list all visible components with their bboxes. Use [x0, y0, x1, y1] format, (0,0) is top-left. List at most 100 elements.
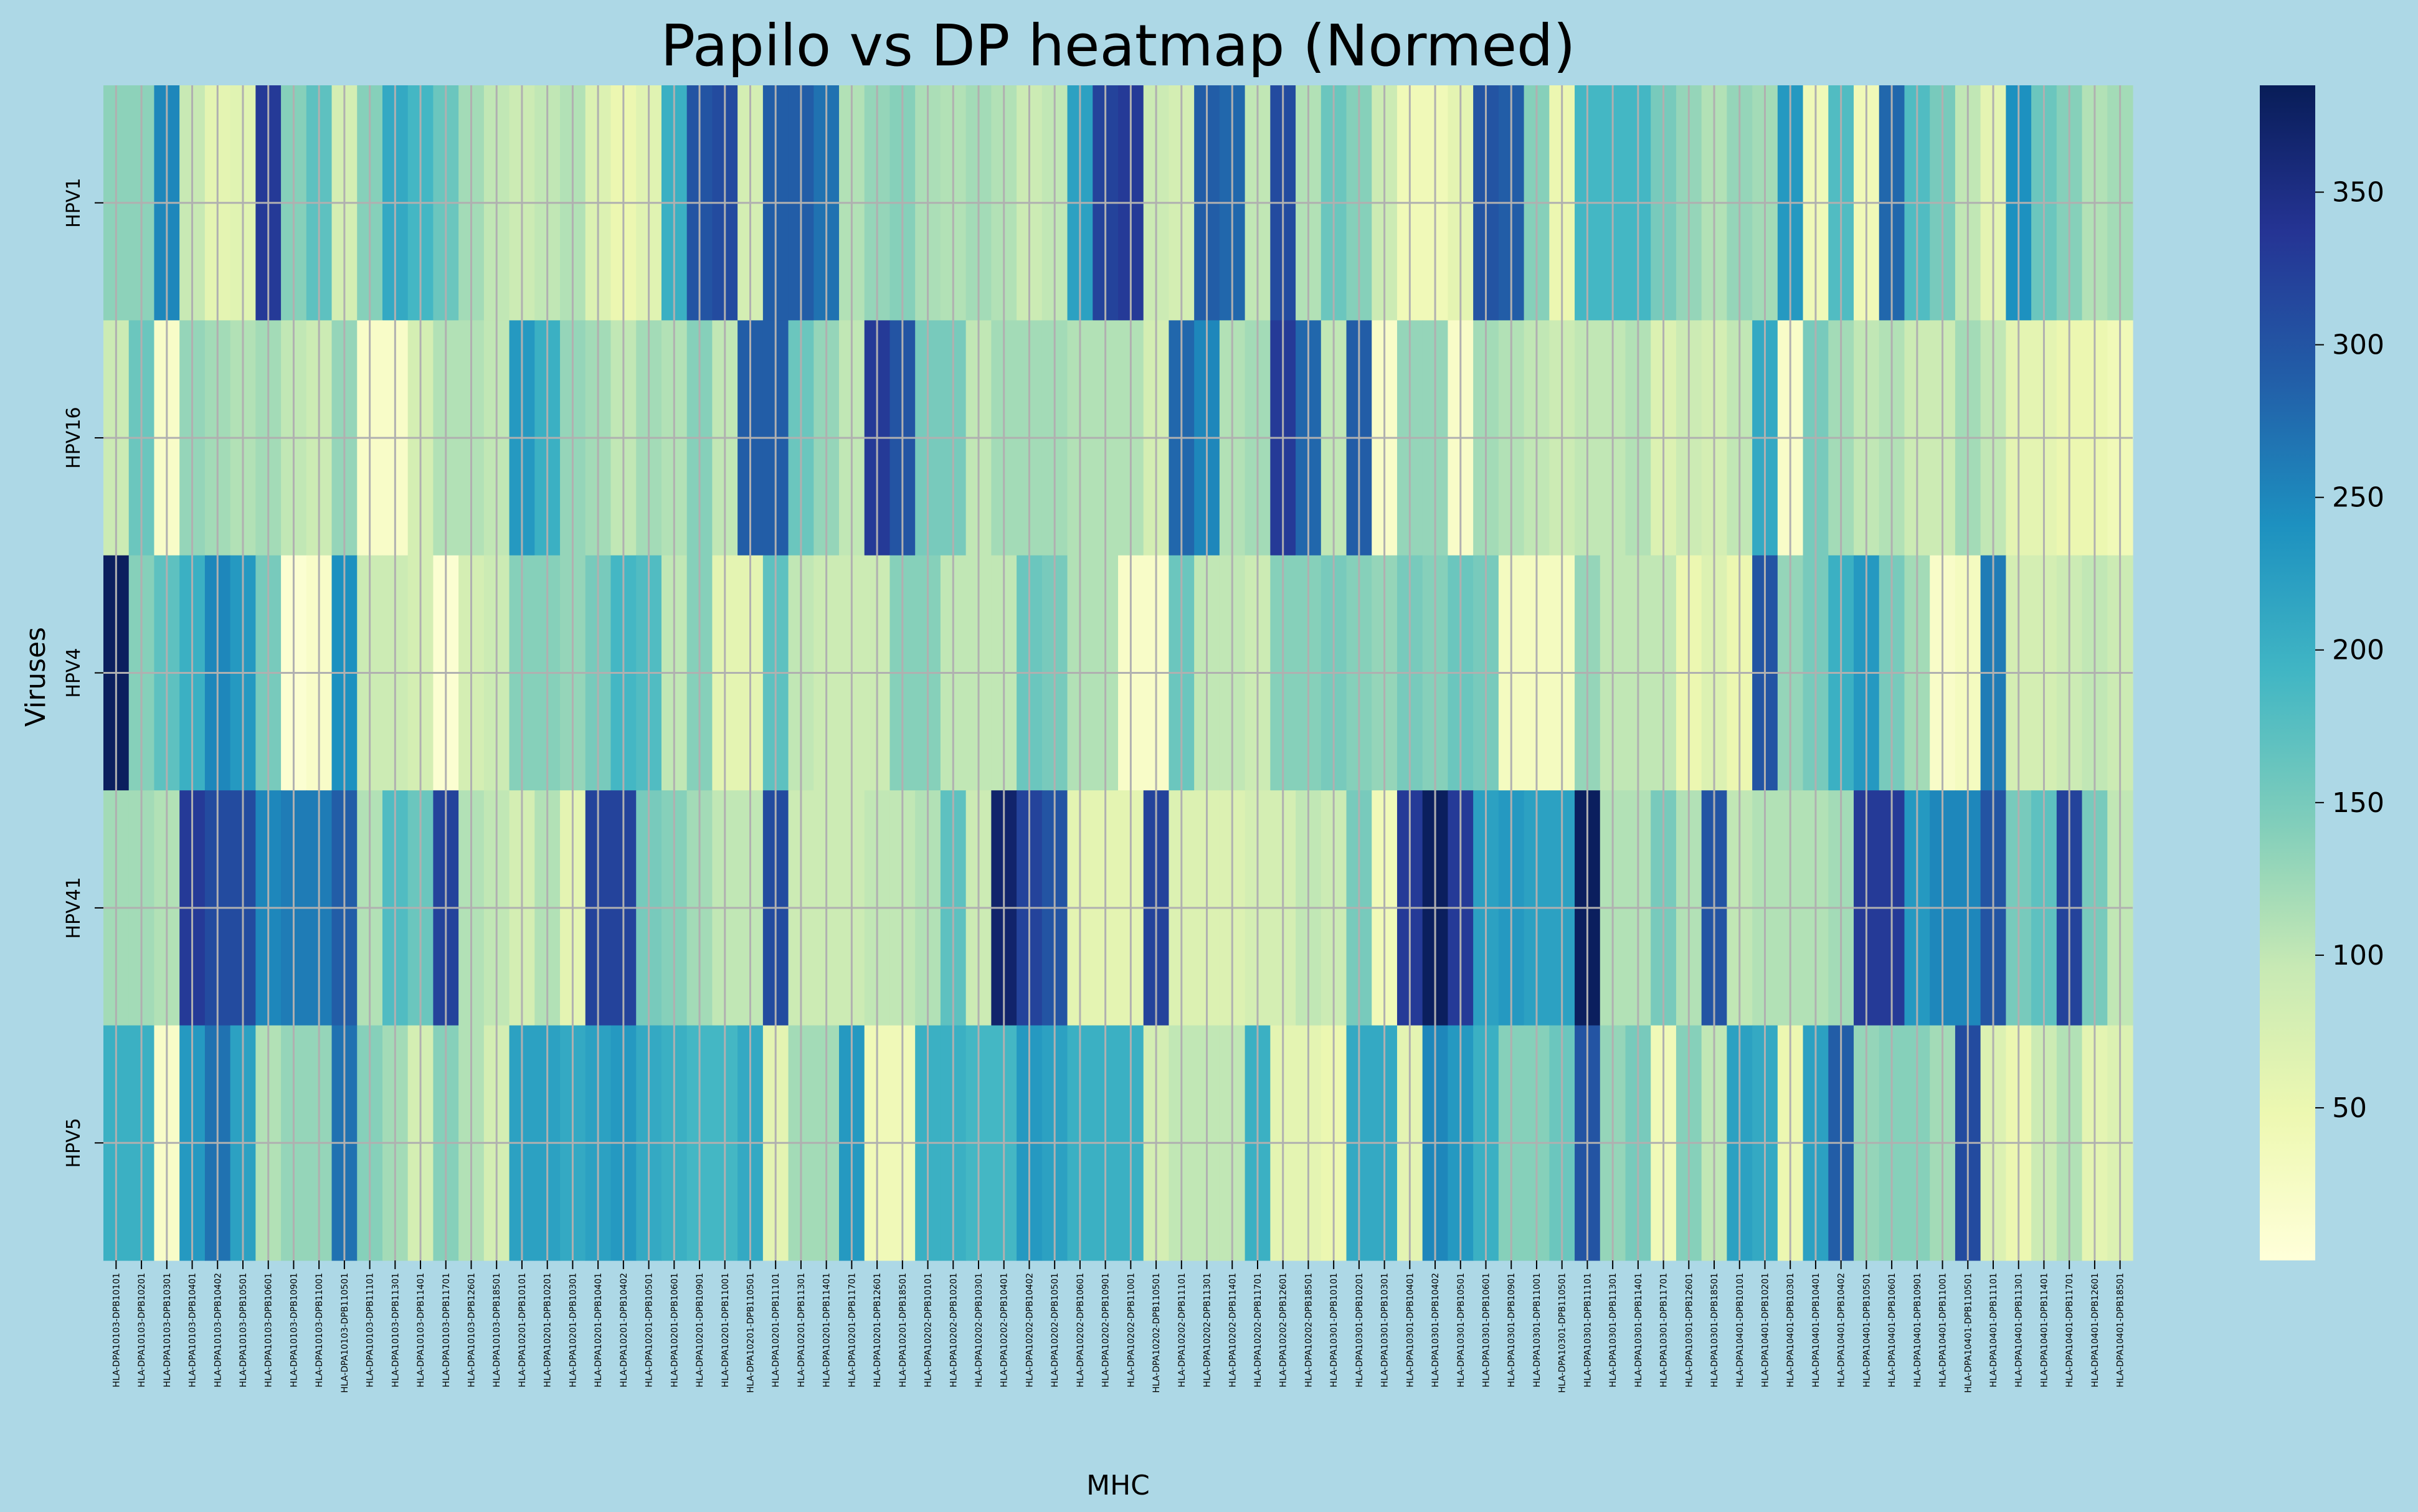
x-tick-label: HLA-DPA10301-DPB10401: [1405, 1273, 1415, 1387]
x-tick-label: HLA-DPA10201-DPB11701: [847, 1273, 857, 1387]
x-tick-label: HLA-DPA10202-DPB11701: [1253, 1273, 1263, 1387]
x-tick-label: HLA-DPA10202-DPB11401: [1228, 1273, 1238, 1387]
x-tick-label: HLA-DPA10201-DPB110501: [746, 1273, 756, 1393]
x-tick-label: HLA-DPA10401-DPB11301: [2014, 1273, 2024, 1387]
x-tick-label: HLA-DPA10401-DPB11001: [1938, 1273, 1948, 1387]
colorbar-tick-label: 200: [2332, 635, 2384, 666]
x-tick-label: HLA-DPA10103-DPB10402: [213, 1273, 223, 1387]
x-tick-label: HLA-DPA10401-DPB110501: [1963, 1273, 1973, 1393]
x-tick-label: HLA-DPA10401-DPB10301: [1786, 1273, 1796, 1387]
x-tick-label: HLA-DPA10202-DPB11001: [1126, 1273, 1136, 1387]
colorbar-tick-label: 150: [2332, 787, 2384, 819]
colorbar: [2260, 85, 2315, 1260]
x-tick-label: HLA-DPA10401-DPB10901: [1913, 1273, 1923, 1387]
x-tick-label: HLA-DPA10401-DPB10101: [1735, 1273, 1745, 1387]
x-tick-label: HLA-DPA10301-DPB10301: [1380, 1273, 1390, 1387]
y-tick-label: HPV1: [63, 178, 85, 228]
x-tick-label: HLA-DPA10401-DPB10201: [1760, 1273, 1770, 1387]
colorbar-tick-label: 50: [2332, 1092, 2367, 1124]
x-tick-label: HLA-DPA10201-DPB10402: [619, 1273, 629, 1387]
y-tick-label: HPV41: [63, 877, 85, 938]
x-tick-label: HLA-DPA10201-DPB11001: [721, 1273, 731, 1387]
x-tick-label: HLA-DPA10202-DPB10901: [1101, 1273, 1111, 1387]
x-tick-label: HLA-DPA10103-DPB18501: [492, 1273, 502, 1387]
x-tick-label: HLA-DPA10201-DPB11101: [771, 1273, 781, 1387]
x-tick-label: HLA-DPA10301-DPB11401: [1634, 1273, 1644, 1387]
x-tick-label: HLA-DPA10201-DPB11401: [822, 1273, 832, 1387]
x-tick-label: HLA-DPA10301-DPB10201: [1355, 1273, 1365, 1387]
x-tick-label: HLA-DPA10103-DPB12601: [467, 1273, 477, 1387]
colorbar-tick-label: 300: [2332, 329, 2384, 361]
x-tick-label: HLA-DPA10301-DPB10402: [1431, 1273, 1441, 1387]
y-tick-label: HPV16: [63, 407, 85, 468]
x-tick-label: HLA-DPA10103-DPB10301: [163, 1273, 173, 1387]
x-tick-label: HLA-DPA10301-DPB11101: [1583, 1273, 1593, 1387]
x-tick-label: HLA-DPA10103-DPB11701: [442, 1273, 452, 1387]
x-tick-label: HLA-DPA10201-DPB10601: [670, 1273, 680, 1387]
x-tick-label: HLA-DPA10202-DPB110501: [1152, 1273, 1162, 1393]
x-tick-label: HLA-DPA10201-DPB12601: [873, 1273, 883, 1387]
colorbar-ticks: 50 100 150 200 250 300 350: [2315, 177, 2384, 1124]
x-tick-label: HLA-DPA10103-DPB11301: [391, 1273, 401, 1387]
x-tick-label: HLA-DPA10301-DPB10901: [1507, 1273, 1517, 1387]
x-tick-label: HLA-DPA10301-DPB110501: [1558, 1273, 1568, 1393]
x-tick-label: HLA-DPA10103-DPB10901: [289, 1273, 299, 1387]
x-tick-labels: HLA-DPA10103-DPB10101 HLA-DPA10103-DPB102…: [111, 1260, 2126, 1393]
x-tick-label: HLA-DPA10202-DPB10101: [924, 1273, 934, 1387]
x-tick-label: HLA-DPA10201-DPB10101: [518, 1273, 528, 1387]
x-axis-label: MHC: [1086, 1470, 1150, 1501]
x-tick-label: HLA-DPA10301-DPB11301: [1608, 1273, 1618, 1387]
colorbar-tick-label: 100: [2332, 940, 2384, 971]
x-tick-label: HLA-DPA10301-DPB12601: [1684, 1273, 1694, 1387]
x-tick-label: HLA-DPA10301-DPB11701: [1659, 1273, 1669, 1387]
x-tick-label: HLA-DPA10401-DPB11701: [2065, 1273, 2075, 1387]
x-tick-label: HLA-DPA10103-DPB11001: [315, 1273, 325, 1387]
x-tick-label: HLA-DPA10103-DPB10401: [188, 1273, 198, 1387]
x-tick-label: HLA-DPA10103-DPB10501: [239, 1273, 249, 1387]
colorbar-tick-label: 250: [2332, 482, 2384, 514]
y-tick-labels: HPV1 HPV16 HPV4 HPV41 HPV5: [63, 178, 103, 1168]
x-tick-label: HLA-DPA10401-DPB18501: [2116, 1273, 2126, 1387]
x-tick-label: HLA-DPA10401-DPB10401: [1811, 1273, 1821, 1387]
x-tick-label: HLA-DPA10401-DPB11401: [2039, 1273, 2049, 1387]
x-tick-label: HLA-DPA10401-DPB10601: [1887, 1273, 1897, 1387]
x-tick-label: HLA-DPA10401-DPB12601: [2090, 1273, 2100, 1387]
y-tick-label: HPV5: [63, 1118, 85, 1168]
x-tick-label: HLA-DPA10401-DPB10501: [1862, 1273, 1872, 1387]
x-tick-label: HLA-DPA10301-DPB10101: [1329, 1273, 1339, 1387]
x-tick-label: HLA-DPA10201-DPB18501: [898, 1273, 908, 1387]
heatmap-gridlines: [103, 85, 2133, 1260]
x-tick-label: HLA-DPA10301-DPB10501: [1456, 1273, 1466, 1387]
x-tick-label: HLA-DPA10301-DPB18501: [1710, 1273, 1720, 1387]
x-tick-label: HLA-DPA10202-DPB10401: [1000, 1273, 1010, 1387]
x-tick-label: HLA-DPA10401-DPB10402: [1837, 1273, 1847, 1387]
x-tick-label: HLA-DPA10201-DPB10201: [543, 1273, 553, 1387]
x-tick-label: HLA-DPA10201-DPB10401: [594, 1273, 604, 1387]
x-tick-label: HLA-DPA10202-DPB18501: [1304, 1273, 1314, 1387]
x-tick-label: HLA-DPA10103-DPB11401: [416, 1273, 426, 1387]
x-tick-label: HLA-DPA10202-DPB10501: [1050, 1273, 1060, 1387]
x-tick-label: HLA-DPA10202-DPB11101: [1177, 1273, 1187, 1387]
x-tick-label: HLA-DPA10202-DPB10201: [949, 1273, 959, 1387]
x-tick-label: HLA-DPA10201-DPB10301: [568, 1273, 578, 1387]
x-tick-label: HLA-DPA10301-DPB10601: [1482, 1273, 1492, 1387]
x-tick-label: HLA-DPA10103-DPB10201: [137, 1273, 147, 1387]
x-tick-label: HLA-DPA10201-DPB11301: [797, 1273, 807, 1387]
x-tick-label: HLA-DPA10103-DPB10101: [111, 1273, 121, 1387]
chart-title: Papilo vs DP heatmap (Normed): [661, 12, 1576, 79]
x-tick-label: HLA-DPA10103-DPB110501: [340, 1273, 350, 1393]
x-tick-label: HLA-DPA10202-DPB10402: [1025, 1273, 1035, 1387]
x-tick-label: HLA-DPA10202-DPB10301: [974, 1273, 984, 1387]
x-tick-label: HLA-DPA10301-DPB11001: [1532, 1273, 1542, 1387]
x-tick-label: HLA-DPA10201-DPB10901: [695, 1273, 705, 1387]
x-tick-label: HLA-DPA10202-DPB11301: [1203, 1273, 1213, 1387]
x-tick-label: HLA-DPA10103-DPB11101: [366, 1273, 376, 1387]
x-tick-label: HLA-DPA10201-DPB10501: [645, 1273, 655, 1387]
colorbar-tick-label: 350: [2332, 177, 2384, 209]
y-tick-label: HPV4: [63, 648, 85, 697]
x-tick-label: HLA-DPA10202-DPB10601: [1076, 1273, 1086, 1387]
x-tick-label: HLA-DPA10103-DPB10601: [264, 1273, 274, 1387]
y-axis-label: Viruses: [20, 627, 52, 727]
x-tick-label: HLA-DPA10401-DPB11101: [1989, 1273, 1999, 1387]
